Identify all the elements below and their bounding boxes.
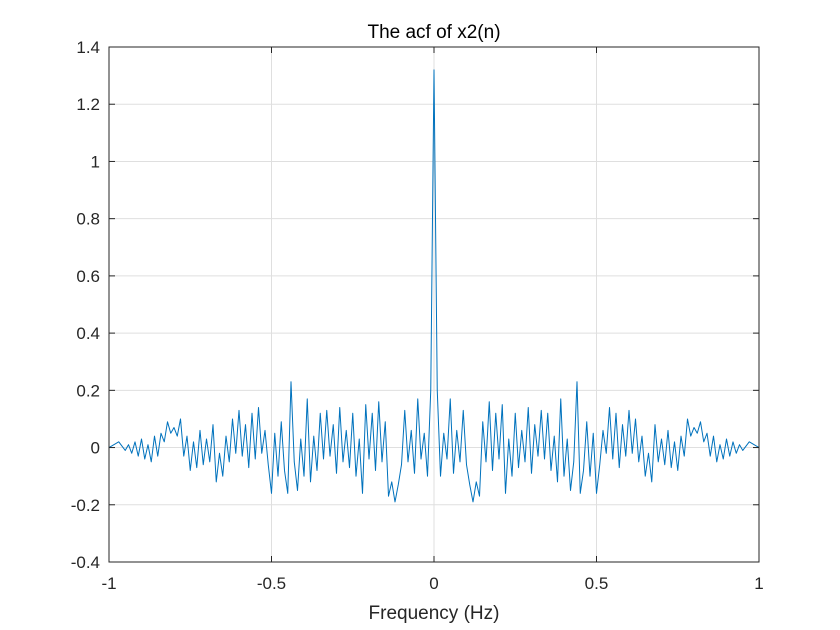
y-tick-label-4: 0.4 — [76, 324, 100, 343]
series-group — [108, 69, 760, 503]
x-tick-label-2: 0 — [429, 574, 438, 593]
y-tick-label-9: 1.4 — [76, 38, 100, 57]
ticks: -1 -0.5 0 0.5 1 -0.4 -0.2 0 0.2 0.4 0.6 0.8 1 1.2 1.4 — [71, 38, 764, 593]
y-tick-label-5: 0.6 — [76, 267, 100, 286]
y-tick-label-8: 1.2 — [76, 95, 100, 114]
y-tick-label-2: 0 — [91, 439, 100, 458]
x-tick-label-3: 0.5 — [585, 574, 609, 593]
y-tick-label-1: -0.2 — [71, 496, 100, 515]
y-tick-label-0: -0.4 — [71, 553, 100, 572]
y-tick-label-6: 0.8 — [76, 210, 100, 229]
x-axis-label: Frequency (Hz) — [369, 603, 500, 624]
series-line-0 — [108, 69, 760, 503]
y-tick-label-7: 1 — [91, 152, 100, 171]
y-tick-label-3: 0.2 — [76, 381, 100, 400]
chart-title: The acf of x2(n) — [367, 22, 500, 43]
x-tick-label-0: -1 — [101, 574, 116, 593]
x-tick-label-4: 1 — [754, 574, 763, 593]
x-tick-label-1: -0.5 — [257, 574, 286, 593]
